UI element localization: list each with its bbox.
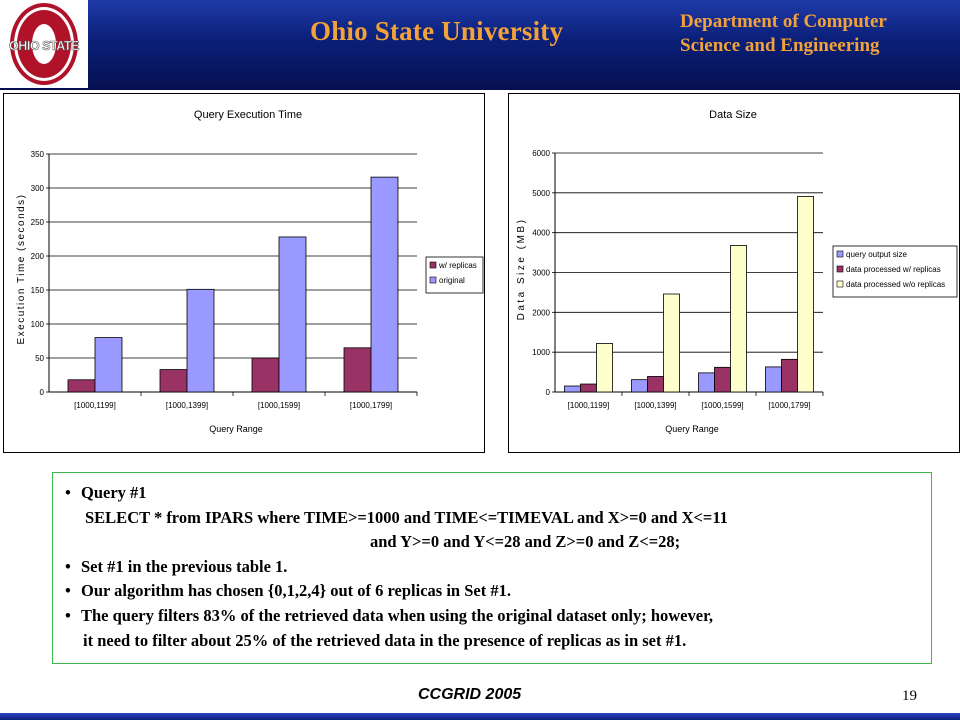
- bullet-icon: •: [65, 557, 71, 576]
- x-tick-label: [1000,1199]: [74, 401, 116, 410]
- footer-bar: [0, 713, 960, 720]
- note-filter-line-1: The query filters 83% of the retrieved d…: [81, 606, 714, 625]
- query-label: Query #1: [81, 483, 147, 502]
- y-axis-label: Data Size (MB): [516, 218, 527, 321]
- bar: [186, 288, 215, 393]
- y-tick-label: 50: [35, 354, 44, 363]
- y-tick-label: 3000: [532, 269, 550, 278]
- legend-label: data processed w/ replicas: [846, 265, 941, 274]
- x-axis-label: Query Range: [209, 424, 263, 434]
- legend-label: w/ replicas: [438, 261, 477, 270]
- bar: [698, 372, 715, 393]
- legend-label: query output size: [846, 250, 907, 259]
- query-notes-box: • Query #1 SELECT * from IPARS where TIM…: [52, 472, 932, 664]
- legend-label: original: [439, 276, 465, 285]
- bar: [159, 369, 188, 393]
- legend-swatch: [429, 276, 437, 284]
- bar: [730, 245, 747, 393]
- bar: [564, 385, 581, 393]
- header-bar: OHIO STATE Ohio State University Departm…: [0, 0, 960, 90]
- bullet-icon: •: [65, 581, 71, 600]
- department-line-1: Department of Computer: [680, 11, 887, 32]
- bullet-icon: •: [65, 606, 71, 625]
- x-tick-label: [1000,1599]: [258, 401, 300, 410]
- conference-label: CCGRID 2005: [418, 686, 522, 703]
- sql-line-1: SELECT * from IPARS where TIME>=1000 and…: [85, 508, 728, 527]
- block-o-logo-icon: OHIO STATE: [9, 3, 81, 85]
- bar: [781, 358, 798, 393]
- y-tick-label: 1000: [532, 348, 550, 357]
- chart-title: Data Size: [709, 109, 757, 121]
- bar: [797, 196, 814, 393]
- chart-title: Query Execution Time: [194, 109, 302, 121]
- bar: [714, 366, 731, 393]
- bar: [278, 236, 307, 393]
- x-tick-label: [1000,1599]: [701, 401, 743, 410]
- data-size-chart-panel: Data Size Data Size (MB) Query Range 0 10…: [508, 93, 960, 453]
- page-number: 19: [902, 688, 917, 704]
- note-filter-line-2: it need to filter about 25% of the retri…: [83, 631, 687, 650]
- y-tick-label: 0: [40, 388, 45, 397]
- bar: [663, 293, 680, 393]
- y-axis-label: Execution Time (seconds): [16, 193, 27, 344]
- y-tick-label: 350: [31, 150, 45, 159]
- x-tick-label: [1000,1399]: [634, 401, 676, 410]
- bar: [67, 379, 96, 393]
- y-tick-label: 250: [31, 218, 45, 227]
- y-tick-label: 150: [31, 286, 45, 295]
- bar: [631, 379, 648, 393]
- bar: [647, 376, 664, 393]
- x-tick-label: [1000,1399]: [166, 401, 208, 410]
- ohio-state-logo: OHIO STATE: [0, 0, 88, 88]
- y-tick-label: 200: [31, 252, 45, 261]
- university-title: Ohio State University: [310, 16, 564, 46]
- note-set: Set #1 in the previous table 1.: [81, 557, 288, 576]
- y-tick-label: 0: [546, 388, 551, 397]
- y-tick-label: 300: [31, 184, 45, 193]
- legend-swatch: [836, 280, 844, 288]
- x-axis-label: Query Range: [665, 424, 719, 434]
- bar: [765, 366, 782, 393]
- execution-time-chart-panel: Query Execution Time Execution Time (sec…: [3, 93, 485, 453]
- legend-swatch: [836, 265, 844, 273]
- bar: [580, 383, 597, 393]
- bullet-icon: •: [65, 483, 71, 502]
- department-line-2: Science and Engineering: [680, 35, 880, 56]
- bar: [596, 343, 613, 393]
- bar: [94, 337, 123, 393]
- y-tick-label: 2000: [532, 308, 550, 317]
- x-tick-label: [1000,1799]: [350, 401, 392, 410]
- sql-line-2: and Y>=0 and Y<=28 and Z>=0 and Z<=28;: [370, 532, 681, 551]
- execution-time-chart: Query Execution Time Execution Time (sec…: [16, 109, 484, 434]
- legend-label: data processed w/o replicas: [846, 280, 945, 289]
- y-tick-label: 5000: [532, 189, 550, 198]
- y-tick-label: 6000: [532, 149, 550, 158]
- department-title: Department of Computer Science and Engin…: [680, 10, 887, 58]
- bar: [343, 347, 372, 393]
- bar: [251, 357, 280, 393]
- y-tick-label: 4000: [532, 229, 550, 238]
- bar: [370, 176, 399, 393]
- logo-text: OHIO STATE: [9, 38, 80, 53]
- legend-swatch: [429, 261, 437, 269]
- x-tick-label: [1000,1199]: [568, 401, 610, 410]
- note-algorithm: Our algorithm has chosen {0,1,2,4} out o…: [81, 581, 511, 600]
- legend-box: [832, 245, 958, 298]
- y-tick-label: 100: [31, 320, 45, 329]
- legend-swatch: [836, 250, 844, 258]
- data-size-chart: Data Size Data Size (MB) Query Range 0 10…: [516, 109, 958, 434]
- x-tick-label: [1000,1799]: [768, 401, 810, 410]
